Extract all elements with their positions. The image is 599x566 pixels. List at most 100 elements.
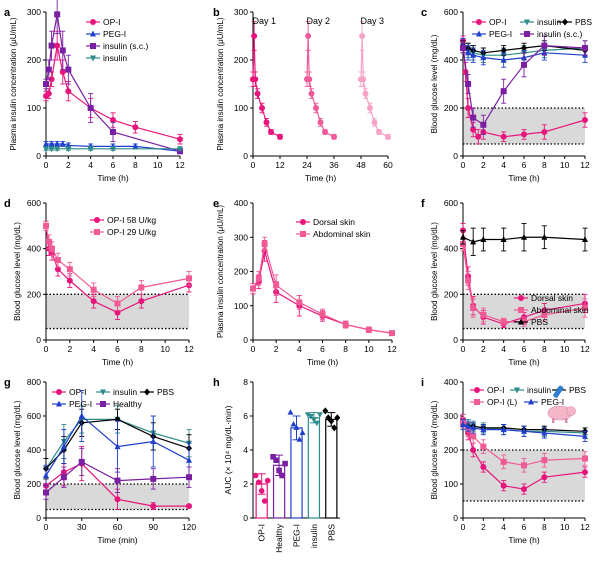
x-axis-label: Time (h) <box>305 173 336 183</box>
data-point <box>582 432 588 439</box>
data-point <box>305 33 312 39</box>
y-tick-label: 400 <box>27 445 41 455</box>
x-tick-label: 12 <box>580 522 590 532</box>
data-point <box>277 133 283 140</box>
legend-label: Abdominal skin <box>531 305 589 315</box>
pig-icon <box>547 405 576 423</box>
legend-marker <box>476 30 482 37</box>
data-point <box>114 309 121 316</box>
y-tick-label: 0 <box>36 335 41 345</box>
y-tick-label: 200 <box>444 445 458 455</box>
data-point <box>186 474 192 481</box>
data-point <box>287 409 294 415</box>
data-point <box>132 124 139 131</box>
x-axis-label: Time (h) <box>102 357 133 367</box>
x-tick-label: 8 <box>542 522 547 532</box>
x-tick-label: 0 <box>44 344 49 354</box>
data-point <box>480 311 487 318</box>
legend-marker <box>90 55 96 62</box>
data-point <box>582 455 588 462</box>
day-annotation: Day 3 <box>360 16 384 26</box>
series-line <box>462 40 586 138</box>
data-point <box>480 426 487 433</box>
x-tick-label: 2 <box>66 160 71 170</box>
data-point <box>313 105 319 111</box>
panel-g: g 0 30 60 90 120 0 200 400 600 800 Time (min) Blood … <box>4 377 196 545</box>
data-point <box>521 462 527 469</box>
y-axis-label: Blood glucose level (mg/dL) <box>430 400 439 499</box>
y-axis-label: Plasma insulin concentration (μU/mL) <box>216 17 225 150</box>
x-tick-label: 2 <box>274 344 279 354</box>
data-point <box>43 489 49 496</box>
data-point <box>582 305 588 312</box>
data-point <box>319 311 326 318</box>
panel-b: b 0 12 24 36 48 60 0 100 200 300 Time (h) Plasma ins… <box>213 7 393 183</box>
data-point <box>59 69 66 75</box>
legend-marker <box>90 30 96 37</box>
x-tick-label: 12 <box>387 344 397 354</box>
x-tick-label: 2 <box>481 344 486 354</box>
patch-icon <box>553 385 564 398</box>
data-point <box>264 477 271 484</box>
data-point <box>87 105 94 111</box>
x-tick-label: 6 <box>320 344 325 354</box>
legend-label: OP-I 29 U/kg <box>107 227 156 237</box>
x-tick-label: 12 <box>184 344 194 354</box>
series-pbs <box>460 223 588 256</box>
y-tick-label: 0 <box>453 151 458 161</box>
y-tick-label: 0 <box>243 335 248 345</box>
y-tick-label: 100 <box>234 301 248 311</box>
panel-i: i 0 2 4 6 8 10 12 0 100 200 300 400 Time (h) Blood glu… <box>421 377 590 545</box>
y-tick-label: 400 <box>444 244 458 254</box>
x-tick-label: 36 <box>329 160 339 170</box>
data-point <box>186 503 192 510</box>
data-point <box>465 277 472 284</box>
series-op-i-29-u-kg <box>43 220 192 311</box>
data-point <box>273 457 279 463</box>
data-point <box>45 238 52 245</box>
data-point <box>334 414 341 422</box>
data-point <box>90 286 97 293</box>
panel-c: c 0 2 4 6 8 10 12 0 200 400 600 Time (h) Blood glucos… <box>421 7 592 183</box>
data-point <box>385 133 391 140</box>
x-axis-label: Time (h) <box>508 173 539 183</box>
data-point <box>43 222 49 229</box>
legend-marker <box>56 389 62 395</box>
data-point <box>362 90 369 97</box>
data-point <box>54 146 61 153</box>
x-tick-label: 8 <box>139 344 144 354</box>
y-tick-label: 100 <box>27 103 41 113</box>
x-tick-label: 10 <box>560 344 570 354</box>
series-insulin-s-c- <box>43 0 183 155</box>
data-point <box>500 426 507 433</box>
y-tick-label: 400 <box>444 55 458 65</box>
x-tick-label: 24 <box>302 160 312 170</box>
data-point <box>521 427 527 434</box>
data-point <box>273 282 280 289</box>
legend-marker <box>90 43 96 49</box>
bar <box>325 418 338 519</box>
data-point <box>480 54 487 61</box>
data-point <box>480 443 487 450</box>
data-point <box>521 131 527 138</box>
data-point <box>316 412 323 418</box>
series-day-3 <box>358 21 391 140</box>
panel-letter: a <box>4 7 11 19</box>
data-point <box>299 429 306 435</box>
data-point <box>342 321 349 328</box>
y-tick-label: 400 <box>234 198 248 208</box>
y-axis-label: Blood glucose level (mg/dL) <box>13 400 22 499</box>
x-tick-label: 0 <box>461 160 466 170</box>
legend-marker <box>100 389 106 396</box>
x-tick-label: 4 <box>297 344 302 354</box>
series-insulin-s-c- <box>460 35 588 135</box>
data-point <box>54 11 61 18</box>
data-point <box>48 76 55 83</box>
data-point <box>317 119 324 126</box>
x-tick-label: 12 <box>580 160 590 170</box>
data-point <box>59 47 66 54</box>
data-point <box>66 277 73 284</box>
data-point <box>470 51 477 58</box>
data-point <box>465 422 472 429</box>
data-point <box>261 498 268 504</box>
